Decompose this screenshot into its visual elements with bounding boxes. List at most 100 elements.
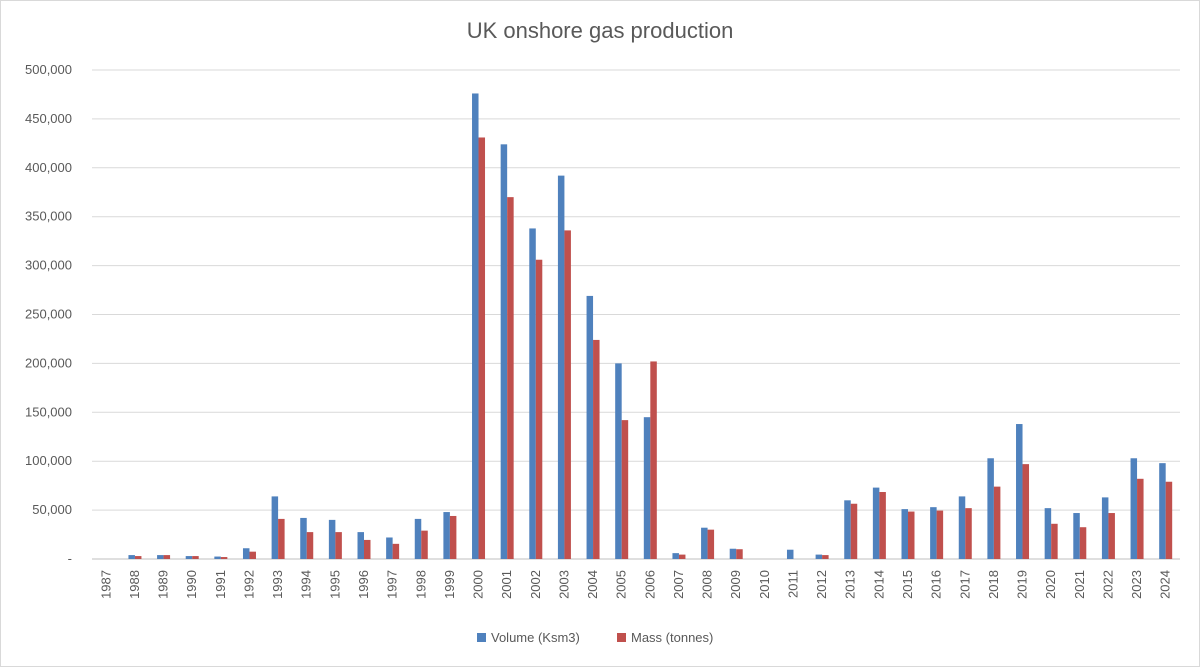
bar-volume — [328, 519, 336, 559]
x-tick-label: 2003 — [556, 570, 571, 599]
x-tick-label: 1996 — [356, 570, 371, 599]
bar-volume — [1073, 513, 1080, 559]
bar-mass — [421, 530, 428, 559]
bar-volume — [786, 549, 794, 559]
bar-mass — [1079, 527, 1087, 559]
x-tick-label: 2001 — [499, 570, 514, 599]
x-tick-label: 1993 — [270, 570, 285, 599]
bar-volume — [643, 417, 651, 559]
bar-mass — [364, 539, 371, 559]
bar-volume — [472, 93, 479, 560]
bar-mass — [478, 137, 486, 559]
bar-volume — [443, 512, 450, 559]
x-tick-label: 2022 — [1100, 570, 1115, 599]
bar-volume — [958, 496, 966, 559]
bar-volume — [901, 509, 908, 559]
bar-mass — [707, 529, 715, 559]
bar-volume — [815, 554, 823, 559]
y-tick-label: 150,000 — [25, 404, 72, 419]
bars — [128, 93, 1173, 560]
legend-swatch-volume — [477, 633, 486, 642]
bar-volume — [529, 228, 536, 559]
x-tick-label: 1988 — [127, 570, 142, 599]
bar-mass — [306, 532, 314, 559]
bar-mass — [249, 551, 256, 559]
bar-mass — [335, 532, 342, 559]
x-tick-label: 2013 — [843, 570, 858, 599]
bar-volume — [271, 496, 279, 559]
bar-mass — [1022, 464, 1030, 559]
legend-label-volume: Volume (Ksm3) — [491, 630, 580, 645]
bar-volume — [157, 555, 164, 559]
bar-mass — [993, 486, 1001, 559]
x-tick-label: 2009 — [728, 570, 743, 599]
x-tick-label: 2017 — [957, 570, 972, 599]
x-tick-label: 2016 — [929, 570, 944, 599]
bar-mass — [535, 259, 543, 559]
x-tick-label: 2023 — [1129, 570, 1144, 599]
bar-volume — [729, 548, 737, 559]
bar-volume — [1101, 497, 1109, 559]
x-tick-label: 1987 — [98, 570, 113, 599]
bar-mass — [392, 543, 400, 559]
x-tick-label: 1995 — [327, 570, 342, 599]
bar-mass — [564, 230, 571, 559]
bar-volume — [615, 363, 622, 559]
bar-volume — [672, 553, 679, 559]
bar-mass — [192, 556, 199, 559]
bar-volume — [185, 556, 193, 559]
legend-swatch-mass — [617, 633, 626, 642]
x-tick-label: 2007 — [671, 570, 686, 599]
y-tick-label: 50,000 — [32, 502, 72, 517]
y-tick-label: 400,000 — [25, 160, 72, 175]
bar-mass — [163, 555, 171, 559]
chart-title: UK onshore gas production — [466, 18, 734, 43]
bar-mass — [678, 554, 686, 559]
bar-volume — [1016, 424, 1023, 559]
y-tick-label: 100,000 — [25, 453, 72, 468]
x-tick-label: 1994 — [299, 570, 314, 599]
legend-label-mass: Mass (tonnes) — [631, 630, 713, 645]
x-tick-label: 2019 — [1015, 570, 1030, 599]
x-tick-label: 2024 — [1158, 570, 1173, 599]
x-tick-label: 2006 — [642, 570, 657, 599]
bar-mass — [908, 511, 915, 559]
bar-mass — [134, 556, 142, 559]
bar-volume — [300, 517, 307, 559]
y-tick-label: 450,000 — [25, 111, 72, 126]
x-tick-label: 2021 — [1072, 570, 1087, 599]
x-axis: 1987 1988 1989 1990 1991 1992 1993 1994 1995 1996… — [98, 570, 1172, 599]
bar-mass — [822, 555, 829, 559]
bar-volume — [872, 487, 880, 559]
bar-volume — [1130, 458, 1138, 559]
bar-mass — [1108, 513, 1115, 559]
x-tick-label: 1990 — [184, 570, 199, 599]
x-tick-label: 1999 — [442, 570, 457, 599]
x-tick-label: 2010 — [757, 570, 772, 599]
bar-volume — [214, 556, 221, 559]
x-tick-label: 2018 — [986, 570, 1001, 599]
bar-mass — [850, 503, 858, 559]
x-tick-label: 2014 — [871, 570, 886, 599]
bar-volume — [242, 548, 250, 559]
bar-volume — [386, 537, 393, 559]
x-tick-label: 2004 — [585, 570, 600, 599]
bar-mass — [650, 361, 657, 559]
x-tick-label: 2000 — [471, 570, 486, 599]
x-tick-label: 2011 — [785, 570, 800, 598]
bar-volume — [357, 532, 364, 559]
bar-mass — [879, 492, 886, 559]
legend: Volume (Ksm3) Mass (tonnes) — [477, 630, 713, 645]
y-tick-label: - — [68, 551, 72, 566]
bar-mass — [936, 510, 944, 559]
x-tick-label: 1991 — [213, 570, 228, 599]
x-tick-label: 1997 — [385, 570, 400, 599]
bar-mass — [1137, 478, 1144, 559]
bar-volume — [128, 555, 135, 559]
x-tick-label: 1989 — [156, 570, 171, 599]
bar-mass — [1051, 523, 1058, 559]
y-tick-label: 200,000 — [25, 355, 72, 370]
bar-mass — [449, 515, 457, 559]
y-tick-label: 500,000 — [25, 62, 72, 77]
